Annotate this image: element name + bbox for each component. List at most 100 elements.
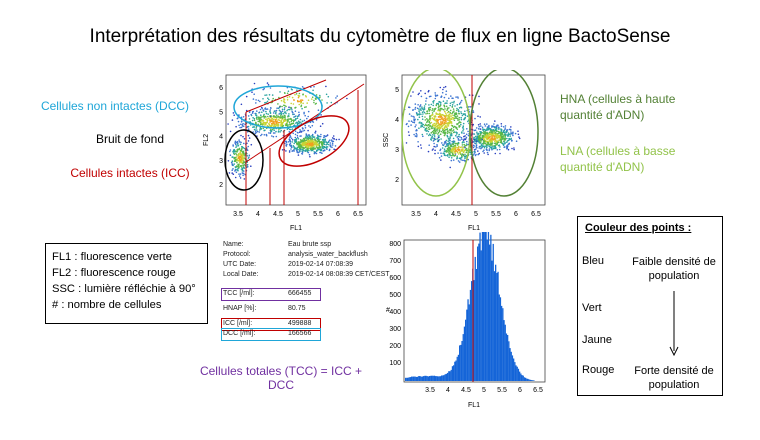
scatter-point (282, 121, 284, 124)
scatter-point (446, 154, 449, 156)
scatter-point (510, 131, 512, 133)
scatter-point (450, 118, 453, 121)
scatter-point (445, 142, 447, 144)
scatter-point (275, 109, 278, 112)
scatter-point (314, 132, 317, 134)
histogram-bar (430, 375, 432, 381)
scatter-point (291, 141, 293, 143)
scatter-point (435, 146, 437, 148)
scatter-point (447, 149, 449, 151)
scatter-point (443, 134, 446, 137)
scatter-point (424, 129, 426, 131)
scatter-point (428, 110, 431, 112)
scatter-point (484, 125, 487, 127)
scatter-point (452, 131, 455, 134)
scatter-point (455, 116, 457, 118)
scatter-point (439, 103, 442, 105)
scatter-point (445, 122, 447, 125)
scatter-point (301, 143, 303, 146)
meta-key-hnap: HNAP [%]: (223, 305, 257, 312)
dcc-label: Cellules non intactes (DCC) (40, 99, 190, 113)
scatter-point (459, 139, 461, 141)
scatter-point (324, 139, 327, 141)
scatter-point (457, 110, 460, 113)
scatter-point (454, 152, 456, 154)
scatter-point (326, 148, 328, 150)
scatter-point (275, 130, 277, 133)
scatter-point (289, 144, 291, 147)
scatter-point (285, 105, 287, 108)
scatter-point (445, 149, 448, 152)
scatter-point (443, 123, 445, 126)
histogram-bar (519, 371, 521, 381)
histogram-bar (514, 362, 516, 381)
scatter-point (325, 85, 327, 88)
scatter-point (309, 126, 312, 129)
scatter-point (294, 115, 296, 118)
scatter-point (320, 133, 322, 136)
scatter-point (270, 115, 273, 117)
scatter-point (458, 133, 460, 136)
scatter-point (462, 126, 464, 128)
scatter-point (299, 135, 301, 137)
scatter-point (231, 164, 234, 166)
hna-label: HNA (cellules à haute quantité d'ADN) (560, 92, 676, 122)
scatter-point (298, 144, 301, 147)
scatter-point (286, 96, 289, 99)
histogram-bar (451, 366, 454, 381)
scatter-point (272, 112, 275, 114)
scatter-point (311, 137, 313, 139)
scatter-point (429, 125, 432, 127)
scatter-point (299, 100, 301, 103)
meta-val-hnap: 80.75 (288, 305, 306, 312)
scatter-point (256, 130, 259, 133)
results-table: Name: Eau brute ssp Protocol: analysis_w… (221, 240, 390, 341)
scatter-point (509, 135, 511, 137)
scatter-point (287, 119, 289, 122)
scatter-point (238, 157, 241, 160)
scatter-point (431, 112, 434, 114)
scatter-point (500, 128, 503, 131)
scatter-point (305, 142, 307, 145)
scatter-point (439, 104, 442, 107)
scatter-point (431, 117, 434, 119)
scatter-point (485, 129, 487, 131)
scatter-point (493, 123, 495, 125)
scatter-point (275, 121, 278, 123)
scatter-point (307, 115, 309, 118)
scatter-point (486, 149, 488, 151)
scatter-point (435, 104, 438, 107)
scatter-point (486, 141, 489, 144)
scatter-point (432, 102, 435, 104)
scatter-point (267, 115, 269, 118)
histogram-bar (474, 256, 476, 381)
scatter-point (467, 130, 469, 133)
scatter-point (426, 120, 429, 123)
scatter-point (495, 141, 498, 143)
scatter-point (410, 95, 412, 97)
scatter-point (300, 122, 302, 124)
scatter-point (255, 117, 258, 119)
scatter-point (419, 108, 422, 110)
scatter-point (302, 140, 304, 143)
tick-label: 4 (395, 117, 399, 124)
scatter-point (333, 137, 335, 140)
scatter-point (257, 120, 259, 123)
scatter-point (491, 125, 493, 127)
scatter-point (333, 148, 335, 150)
scatter-point (450, 121, 453, 123)
scatter-point (281, 116, 283, 118)
scatter-point (291, 139, 294, 141)
scatter-point (461, 132, 463, 134)
scatter-point (436, 145, 438, 147)
scatter-point (239, 159, 242, 162)
scatter-point (489, 128, 492, 130)
scatter-point (280, 119, 282, 122)
scatter-point (247, 115, 250, 117)
scatter-point (283, 120, 286, 122)
scatter-point (446, 117, 449, 119)
scatter-point (298, 103, 300, 106)
scatter-point (452, 137, 455, 140)
scatter-point (506, 137, 508, 140)
scatter-point (428, 120, 431, 123)
